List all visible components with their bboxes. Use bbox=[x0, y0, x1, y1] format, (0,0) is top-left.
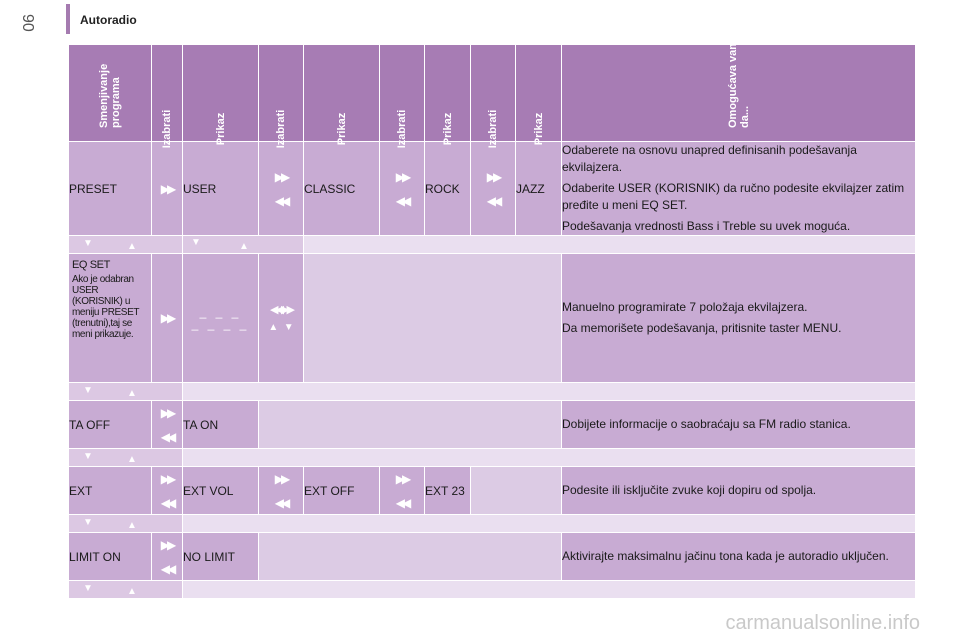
fast-forward-icon: ▶▶ bbox=[160, 471, 177, 486]
title-accent-bar bbox=[66, 4, 70, 34]
header-cell: Prikaz bbox=[303, 44, 380, 145]
header-cell: Izabrati bbox=[470, 44, 516, 148]
eq-set-note: Ako je odabran USER (KORISNIK) u meniju … bbox=[72, 274, 139, 340]
rewind-icon: ◀◀ bbox=[274, 193, 291, 208]
header-cell: Omogućava vam da... bbox=[561, 40, 916, 142]
header-cell: Izabrati bbox=[151, 44, 183, 148]
triangle-up-icon: ▲ bbox=[239, 241, 249, 252]
table-row-eq-set: EQ SET Ako je odabran USER (KORISNIK) u … bbox=[68, 253, 916, 383]
cell-user: USER bbox=[182, 141, 259, 236]
description-preset: Odaberete na osnovu unapred definisanih … bbox=[561, 141, 916, 236]
page-title: Autoradio bbox=[80, 13, 137, 27]
fast-forward-icon: ▶▶ bbox=[160, 181, 177, 196]
description-ta: Dobijete informacije o saobraćaju sa FM … bbox=[561, 400, 916, 449]
triangle-up-icon: ▲ bbox=[127, 241, 137, 252]
eq-set-title: EQ SET bbox=[72, 259, 110, 271]
cell-rock: ROCK bbox=[424, 141, 471, 236]
triangle-down-icon: ▼ bbox=[83, 238, 93, 249]
triangle-down-icon: ▼ bbox=[83, 385, 93, 396]
triangle-down-icon: ▼ bbox=[83, 517, 93, 528]
cell-ext-vol: EXT VOL bbox=[182, 466, 259, 515]
header-cell: Prikaz bbox=[515, 44, 562, 145]
fast-forward-icon: ▶▶ bbox=[281, 304, 295, 316]
separator-row: ▼ ▲ ▼ ▲ bbox=[68, 235, 916, 254]
separator-row: ▼ ▲ bbox=[68, 580, 916, 599]
description-eq-set: Manuelno programirate 7 položaja ekvilaj… bbox=[561, 253, 916, 383]
page-number: 90 bbox=[19, 14, 36, 32]
rewind-icon: ◀◀ bbox=[160, 429, 177, 444]
header-row: Smenjivanje programa Izabrati Prikaz Iza… bbox=[68, 40, 916, 148]
separator-row: ▼ ▲ bbox=[68, 382, 916, 401]
triangle-up-icon: ▲ bbox=[127, 388, 137, 399]
header-cell: Izabrati bbox=[258, 44, 304, 148]
fast-forward-icon: ▶▶ bbox=[160, 537, 177, 552]
cell-limit-on: LIMIT ON bbox=[68, 532, 152, 581]
cell-ta-off: TA OFF bbox=[68, 400, 152, 449]
triangle-down-icon: ▼ bbox=[83, 583, 93, 594]
fast-forward-icon: ▶▶ bbox=[395, 169, 412, 184]
fast-forward-icon: ▶▶ bbox=[160, 311, 177, 325]
fast-forward-icon: ▶▶ bbox=[395, 471, 412, 486]
cell-ext-off: EXT OFF bbox=[303, 466, 380, 515]
triangle-up-icon: ▲ bbox=[268, 322, 279, 333]
rewind-icon: ◀◀ bbox=[274, 495, 291, 510]
triangle-down-icon: ▼ bbox=[283, 322, 294, 333]
table-row-ta: TA OFF ▶▶ ◀◀ TA ON Dobijete informacije o… bbox=[68, 400, 916, 449]
cell-jazz: JAZZ bbox=[515, 141, 562, 236]
header-cell: Smenjivanje programa bbox=[68, 44, 152, 142]
header-cell: Izabrati bbox=[379, 44, 425, 148]
fast-forward-icon: ▶▶ bbox=[274, 169, 291, 184]
triangle-up-icon: ▲ bbox=[127, 454, 137, 465]
cell-ext-23: EXT 23 bbox=[424, 466, 471, 515]
table-row-limit: LIMIT ON ▶▶ ◀◀ NO LIMIT Aktivirajte maksi… bbox=[68, 532, 916, 581]
description-limit: Aktivirajte maksimalnu jačinu tona kada … bbox=[561, 532, 916, 581]
fast-forward-icon: ▶▶ bbox=[160, 405, 177, 420]
header-cell: Prikaz bbox=[182, 44, 259, 145]
watermark: carmanualsonline.info bbox=[725, 612, 920, 634]
cell-ta-on: TA ON bbox=[182, 400, 259, 449]
description-ext: Podesite ili isključite zvuke koji dopir… bbox=[561, 466, 916, 515]
table-row-ext: EXT ▶▶ ◀◀ EXT VOL ▶▶ ◀◀ EXT OFF ▶▶ ◀◀ EXT 2… bbox=[68, 466, 916, 515]
rewind-icon: ◀◀ bbox=[395, 193, 412, 208]
rewind-icon: ◀◀ bbox=[160, 561, 177, 576]
triangle-up-icon: ▲ bbox=[127, 520, 137, 531]
settings-table: Smenjivanje programa Izabrati Prikaz Iza… bbox=[68, 40, 916, 599]
separator-row: ▼ ▲ bbox=[68, 514, 916, 533]
triangle-up-icon: ▲ bbox=[127, 586, 137, 597]
cell-classic: CLASSIC bbox=[303, 141, 380, 236]
rewind-icon: ◀◀ bbox=[270, 304, 284, 316]
fast-forward-icon: ▶▶ bbox=[486, 169, 503, 184]
header-cell: Prikaz bbox=[424, 44, 471, 145]
eq-display-bottom: _ _ _ _ bbox=[191, 317, 250, 331]
triangle-down-icon: ▼ bbox=[191, 237, 201, 248]
cell-no-limit: NO LIMIT bbox=[182, 532, 259, 581]
fast-forward-icon: ▶▶ bbox=[274, 471, 291, 486]
rewind-icon: ◀◀ bbox=[160, 495, 177, 510]
rewind-icon: ◀◀ bbox=[486, 193, 503, 208]
eq-display-top: _ _ _ bbox=[199, 305, 242, 319]
table-row-preset: PRESET ▶▶ USER ▶▶ ◀◀ CLASSIC ▶▶ ◀◀ ROCK ▶▶… bbox=[68, 141, 916, 236]
cell-preset: PRESET bbox=[68, 141, 152, 236]
rewind-icon: ◀◀ bbox=[395, 495, 412, 510]
separator-row: ▼ ▲ bbox=[68, 448, 916, 467]
cell-ext: EXT bbox=[68, 466, 152, 515]
triangle-down-icon: ▼ bbox=[83, 451, 93, 462]
